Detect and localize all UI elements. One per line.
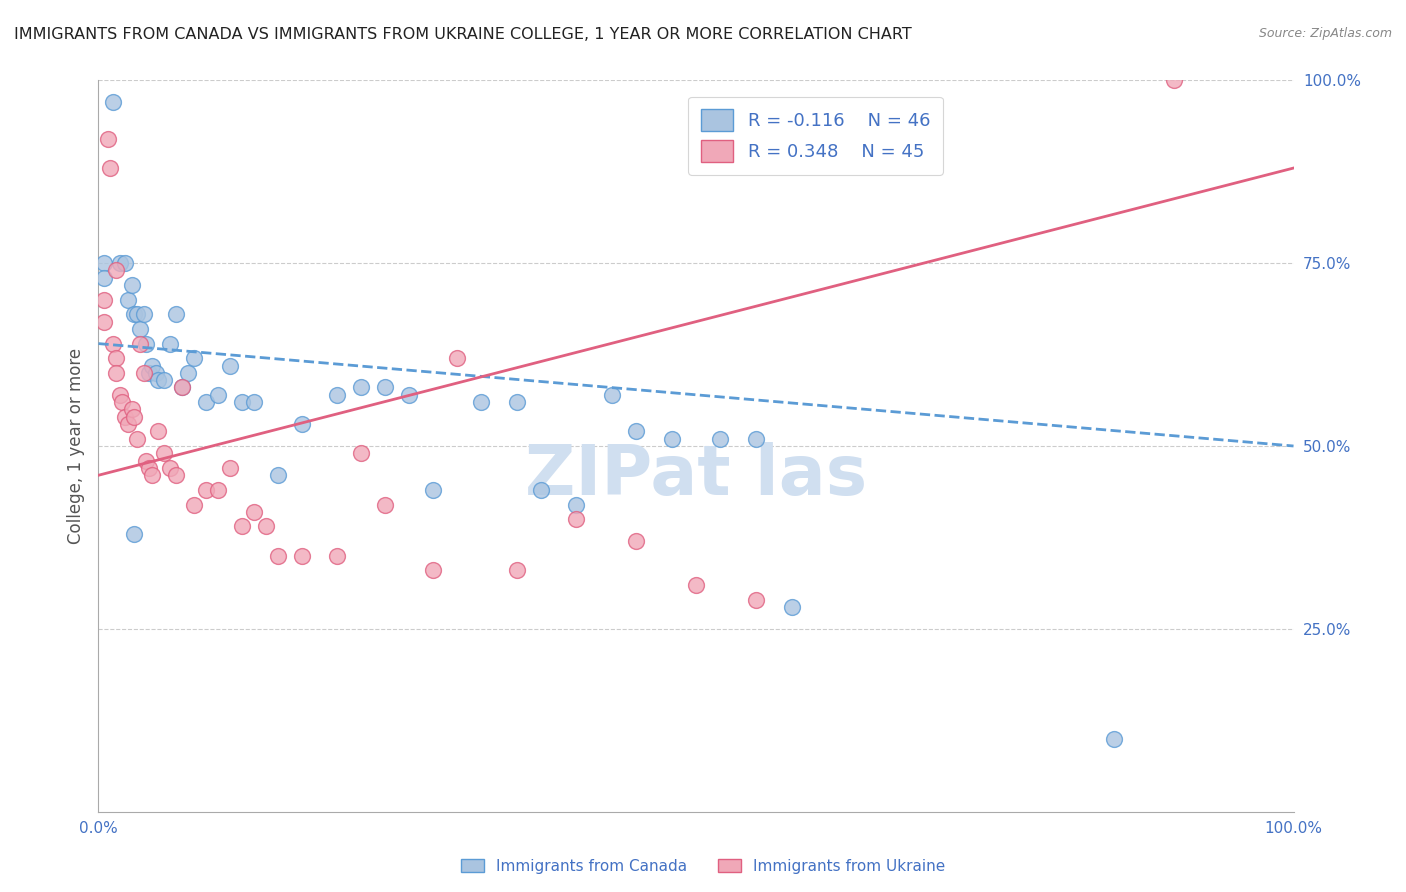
Point <box>172 380 194 394</box>
Point <box>1104 731 1126 746</box>
Point <box>105 263 128 277</box>
Point <box>141 359 163 373</box>
Point <box>132 366 155 380</box>
Point <box>207 388 229 402</box>
Point <box>470 395 492 409</box>
Point <box>165 468 187 483</box>
Point <box>101 336 124 351</box>
Y-axis label: College, 1 year or more: College, 1 year or more <box>66 348 84 544</box>
Point <box>93 293 115 307</box>
Point <box>138 366 160 380</box>
Point <box>661 432 683 446</box>
Point <box>183 351 205 366</box>
Point <box>114 409 136 424</box>
Point <box>114 256 136 270</box>
Point <box>374 380 396 394</box>
Point <box>326 549 349 563</box>
Point <box>105 351 128 366</box>
Point <box>565 498 588 512</box>
Point <box>117 293 139 307</box>
Point <box>117 417 139 431</box>
Point <box>135 453 157 467</box>
Point <box>219 461 242 475</box>
Point <box>745 432 768 446</box>
Point <box>207 483 229 497</box>
Point <box>108 388 131 402</box>
Point <box>101 95 124 110</box>
Point <box>153 446 176 460</box>
Point <box>530 483 553 497</box>
Point <box>93 256 115 270</box>
Point <box>93 315 115 329</box>
Point <box>124 307 146 321</box>
Point <box>565 512 588 526</box>
Point <box>141 468 163 483</box>
Point <box>219 359 242 373</box>
Text: ZIPat las: ZIPat las <box>524 442 868 508</box>
Point <box>422 563 444 577</box>
Point <box>745 592 768 607</box>
Text: Source: ZipAtlas.com: Source: ZipAtlas.com <box>1258 27 1392 40</box>
Text: IMMIGRANTS FROM CANADA VS IMMIGRANTS FROM UKRAINE COLLEGE, 1 YEAR OR MORE CORREL: IMMIGRANTS FROM CANADA VS IMMIGRANTS FRO… <box>14 27 912 42</box>
Point <box>148 425 170 439</box>
Point <box>125 432 148 446</box>
Point <box>98 161 122 175</box>
Point <box>254 519 277 533</box>
Point <box>153 373 176 387</box>
Point <box>177 366 200 380</box>
Point <box>195 483 218 497</box>
Point <box>398 388 420 402</box>
Point <box>132 307 155 321</box>
Point <box>124 526 146 541</box>
Point <box>159 336 181 351</box>
Point <box>602 388 624 402</box>
Point <box>105 366 128 380</box>
Point <box>183 498 205 512</box>
Point <box>138 461 160 475</box>
Point <box>231 395 253 409</box>
Point <box>326 388 349 402</box>
Point <box>446 351 468 366</box>
Point <box>172 380 194 394</box>
Point <box>291 417 314 431</box>
Point <box>129 336 152 351</box>
Point <box>135 336 157 351</box>
Point <box>121 278 143 293</box>
Point <box>148 373 170 387</box>
Point <box>626 425 648 439</box>
Point <box>374 498 396 512</box>
Point <box>780 599 803 614</box>
Point <box>506 563 529 577</box>
Point <box>685 578 707 592</box>
Point <box>350 446 373 460</box>
Point <box>267 549 290 563</box>
Point <box>709 432 731 446</box>
Legend: Immigrants from Canada, Immigrants from Ukraine: Immigrants from Canada, Immigrants from … <box>454 853 952 880</box>
Point <box>422 483 444 497</box>
Legend: R = -0.116    N = 46, R = 0.348    N = 45: R = -0.116 N = 46, R = 0.348 N = 45 <box>688 96 943 175</box>
Point <box>129 322 152 336</box>
Point <box>97 132 120 146</box>
Point <box>243 395 266 409</box>
Point <box>195 395 218 409</box>
Point <box>121 402 143 417</box>
Point <box>231 519 253 533</box>
Point <box>145 366 167 380</box>
Point <box>93 270 115 285</box>
Point <box>124 409 146 424</box>
Point <box>1163 73 1185 87</box>
Point <box>626 534 648 549</box>
Point <box>350 380 373 394</box>
Point <box>243 505 266 519</box>
Point <box>506 395 529 409</box>
Point <box>125 307 148 321</box>
Point <box>159 461 181 475</box>
Point <box>111 395 134 409</box>
Point <box>267 468 290 483</box>
Point <box>291 549 314 563</box>
Point <box>108 256 131 270</box>
Point <box>165 307 187 321</box>
